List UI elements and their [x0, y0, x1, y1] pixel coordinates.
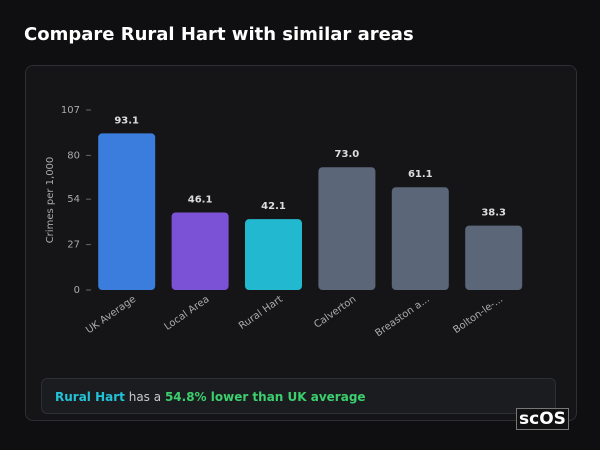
x-tick-label: Bolton-le-...: [451, 294, 505, 336]
y-tick-label: 107: [61, 105, 80, 116]
value-label: 93.1: [114, 115, 139, 126]
note-highlight: 54.8% lower than UK average: [164, 390, 366, 404]
bar: [465, 225, 523, 290]
value-label: 42.1: [261, 201, 286, 212]
x-tick-label: Local Area: [163, 294, 212, 333]
x-tick-label: Breaston a...: [373, 294, 431, 339]
y-axis-label: Crimes per 1,000: [45, 157, 56, 244]
note-text: has a: [128, 390, 162, 404]
bar: [171, 212, 229, 290]
y-tick-label: 27: [67, 240, 80, 251]
summary-note: Rural Hart has a 54.8% lower than UK ave…: [41, 378, 556, 414]
y-tick-label: 54: [67, 194, 80, 205]
bar: [245, 219, 302, 290]
x-tick-label: UK Average: [84, 294, 138, 336]
y-tick-label: 80: [67, 150, 80, 161]
area-name: Rural Hart: [55, 390, 125, 404]
bar: [391, 187, 449, 290]
value-label: 61.1: [408, 169, 433, 180]
page-title: Compare Rural Hart with similar areas: [24, 24, 414, 45]
value-label: 38.3: [481, 208, 506, 219]
bar: [98, 133, 156, 290]
x-tick-label: Rural Hart: [237, 294, 285, 332]
y-tick-label: 0: [74, 285, 80, 296]
x-tick-label: Calverton: [312, 294, 358, 331]
value-label: 46.1: [188, 194, 213, 205]
logo: scOS: [516, 408, 569, 430]
bar: [318, 167, 376, 290]
value-label: 73.0: [335, 149, 360, 160]
